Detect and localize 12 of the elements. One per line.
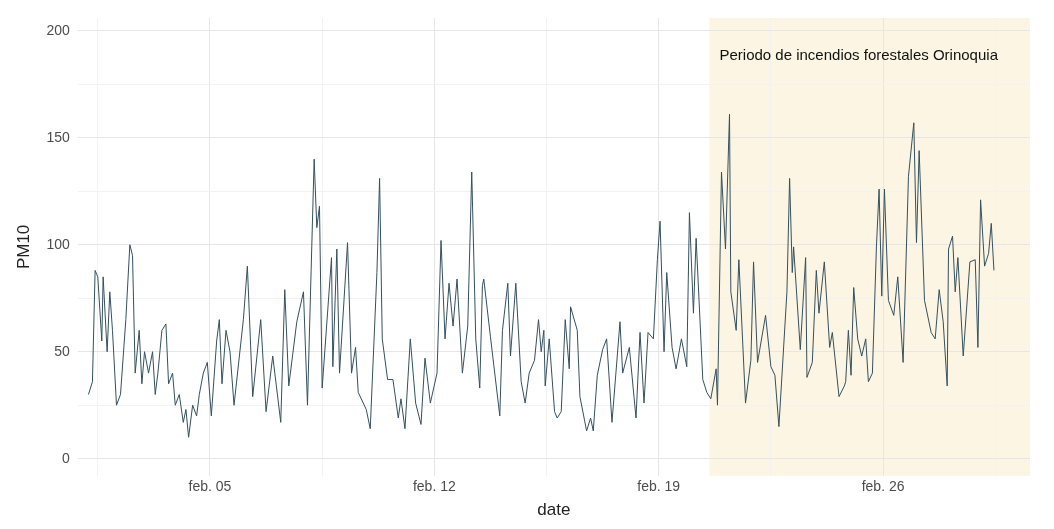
y-tick-label: 0 (61, 449, 70, 466)
y-tick-label: 100 (46, 235, 70, 252)
x-axis-title: date (537, 500, 571, 520)
y-tick-label: 200 (46, 21, 70, 38)
x-tick-label: feb. 26 (861, 478, 905, 495)
y-tick-label: 50 (54, 342, 70, 359)
band-label: Periodo de incendios forestales Orinoquia (719, 46, 999, 64)
y-axis-title: PM10 (13, 224, 33, 270)
x-tick-label: feb. 05 (188, 478, 232, 495)
y-tick-label: 150 (46, 128, 70, 145)
x-tick-label: feb. 12 (412, 478, 456, 495)
x-tick-label: feb. 19 (637, 478, 681, 495)
